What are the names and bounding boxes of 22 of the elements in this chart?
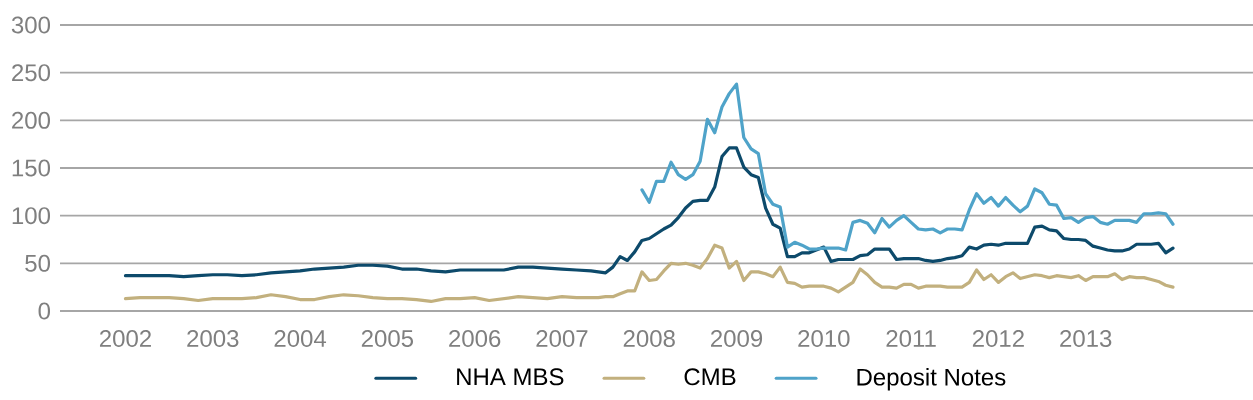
- x-tick-label: 2012: [972, 330, 1024, 348]
- y-tick-label: 200: [12, 111, 51, 129]
- legend-label: NHA MBS: [457, 368, 564, 386]
- x-tick-label: 2009: [711, 330, 763, 348]
- x-tick-label: 2005: [361, 330, 414, 348]
- legend-label: CMB: [684, 368, 736, 386]
- y-tick-label: 300: [11, 16, 51, 34]
- x-tick-label: 2007: [536, 330, 588, 348]
- y-tick-label: 0: [38, 302, 51, 320]
- legend-label: Deposit Notes: [857, 368, 1006, 391]
- x-tick-label: 2002: [99, 330, 151, 348]
- y-tick-label: 150: [12, 159, 51, 177]
- y-tick-label: 250: [12, 64, 51, 82]
- x-tick-label: 2004: [274, 330, 327, 348]
- y-tick-label: 100: [12, 207, 51, 225]
- x-tick-label: 2006: [449, 330, 501, 348]
- y-tick-label: 50: [25, 254, 51, 272]
- x-tick-label: 2003: [187, 330, 239, 348]
- x-tick-label: 2011: [886, 330, 936, 348]
- x-tick-label: 2008: [623, 330, 675, 348]
- x-tick-label: 2013: [1060, 330, 1112, 348]
- x-tick-label: 2010: [798, 330, 850, 348]
